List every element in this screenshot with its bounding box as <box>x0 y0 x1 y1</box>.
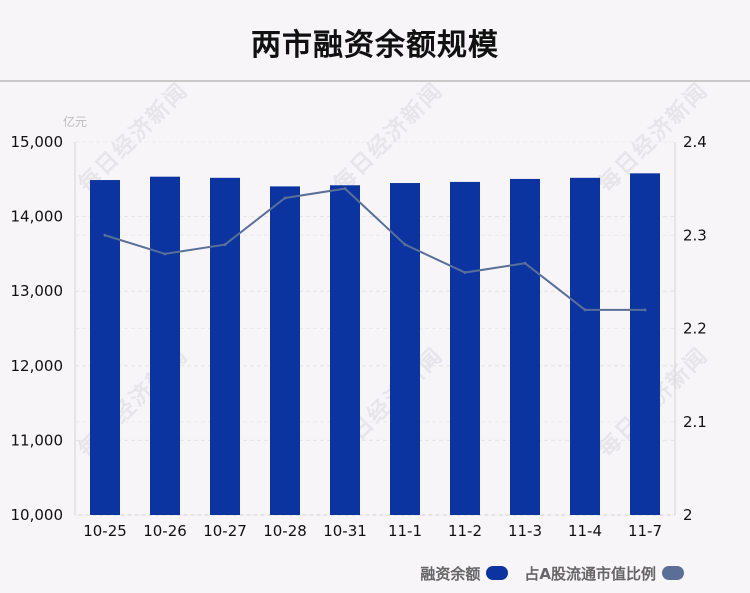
line-series <box>103 187 647 312</box>
x-tick-label: 10-26 <box>143 522 187 540</box>
bar-11-1 <box>390 183 420 515</box>
chart-title: 两市融资余额规模 <box>251 28 499 63</box>
bar-11-4 <box>570 177 600 516</box>
x-tick-label: 10-27 <box>203 522 247 540</box>
bar-10-31 <box>330 185 360 515</box>
ratio-point-11-7 <box>643 308 647 312</box>
x-axis-ticks: 10-25 10-26 10-27 10-28 10-31 11-1 11-2 11-3 11-… <box>83 522 662 540</box>
bar-11-3 <box>510 178 540 515</box>
legend: 融资余额 占A股流通市值比例 <box>404 563 684 583</box>
x-tick-label: 11-1 <box>388 522 422 540</box>
bar-series <box>90 173 660 516</box>
right-tick-label: 2.4 <box>683 133 707 151</box>
bar-11-2 <box>450 181 480 515</box>
bar-11-7 <box>630 173 660 515</box>
left-tick-label: 15,000 <box>11 133 64 151</box>
legend-label-bars: 融资余额 <box>420 564 481 583</box>
left-tick-label: 10,000 <box>11 506 64 524</box>
legend-item-bars: 融资余额 <box>420 563 509 584</box>
legend-swatch-line <box>662 566 684 580</box>
right-tick-label: 2.2 <box>683 320 707 338</box>
ratio-point-11-4 <box>583 308 587 312</box>
bar-10-28 <box>270 186 300 515</box>
bar-10-26 <box>150 176 180 515</box>
left-tick-label: 12,000 <box>11 357 64 375</box>
legend-item-line: 占A股流通市值比例 <box>524 563 684 584</box>
title-divider <box>0 80 750 82</box>
right-tick-label: 2 <box>683 506 693 524</box>
right-axis-ticks: 2 2.1 2.2 2.3 2.4 <box>683 133 707 524</box>
ratio-point-11-3 <box>523 261 527 265</box>
ratio-point-10-26 <box>163 252 167 256</box>
ratio-point-10-27 <box>223 243 227 247</box>
x-tick-label: 11-2 <box>448 522 482 540</box>
bar-10-25 <box>90 180 120 515</box>
x-tick-label: 10-25 <box>83 522 127 540</box>
left-axis-ticks: 10,000 11,000 12,000 13,000 14,000 15,000 <box>11 133 64 524</box>
bar-10-27 <box>210 177 240 516</box>
ratio-point-11-1 <box>403 243 407 247</box>
right-tick-label: 2.1 <box>683 413 707 431</box>
x-tick-label: 11-4 <box>568 522 602 540</box>
left-tick-label: 13,000 <box>11 282 64 300</box>
ratio-point-10-28 <box>283 196 287 200</box>
x-tick-label: 10-31 <box>323 522 367 540</box>
legend-swatch-bars <box>486 566 509 580</box>
left-tick-label: 11,000 <box>11 431 64 449</box>
ratio-point-10-25 <box>103 233 107 237</box>
legend-label-line: 占A股流通市值比例 <box>524 564 656 583</box>
ratio-point-11-2 <box>463 271 467 275</box>
x-tick-label: 10-28 <box>263 522 307 540</box>
x-tick-label: 11-3 <box>508 522 542 540</box>
x-tick-label: 11-7 <box>628 522 662 540</box>
ratio-point-10-31 <box>343 187 347 191</box>
left-tick-label: 14,000 <box>11 208 64 226</box>
ratio-line <box>104 187 645 311</box>
left-axis-unit: 亿元 <box>63 114 87 129</box>
right-tick-label: 2.3 <box>683 226 707 244</box>
